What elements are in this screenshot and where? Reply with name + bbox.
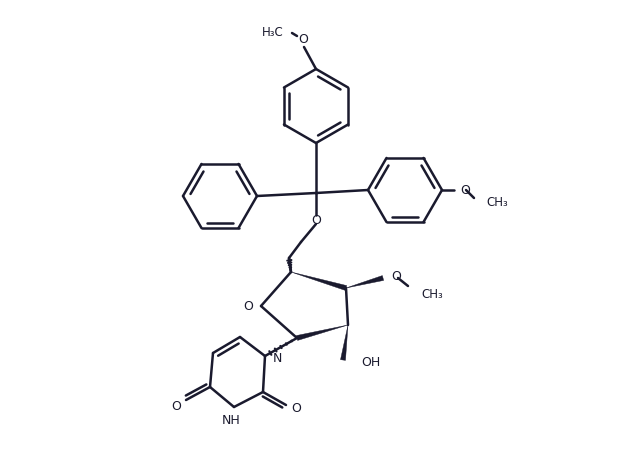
Polygon shape	[346, 275, 383, 288]
Text: N: N	[273, 352, 282, 365]
Polygon shape	[296, 325, 348, 340]
Polygon shape	[291, 272, 347, 290]
Text: O: O	[311, 213, 321, 227]
Text: H₃C: H₃C	[262, 25, 284, 39]
Polygon shape	[340, 325, 348, 360]
Text: O: O	[391, 269, 401, 282]
Text: O: O	[460, 183, 470, 196]
Text: O: O	[171, 400, 181, 413]
Text: NH: NH	[221, 415, 241, 428]
Text: O: O	[291, 402, 301, 415]
Text: CH₃: CH₃	[486, 196, 508, 210]
Text: O: O	[298, 32, 308, 46]
Text: CH₃: CH₃	[421, 288, 443, 300]
Text: OH: OH	[361, 357, 380, 369]
Text: O: O	[243, 299, 253, 313]
